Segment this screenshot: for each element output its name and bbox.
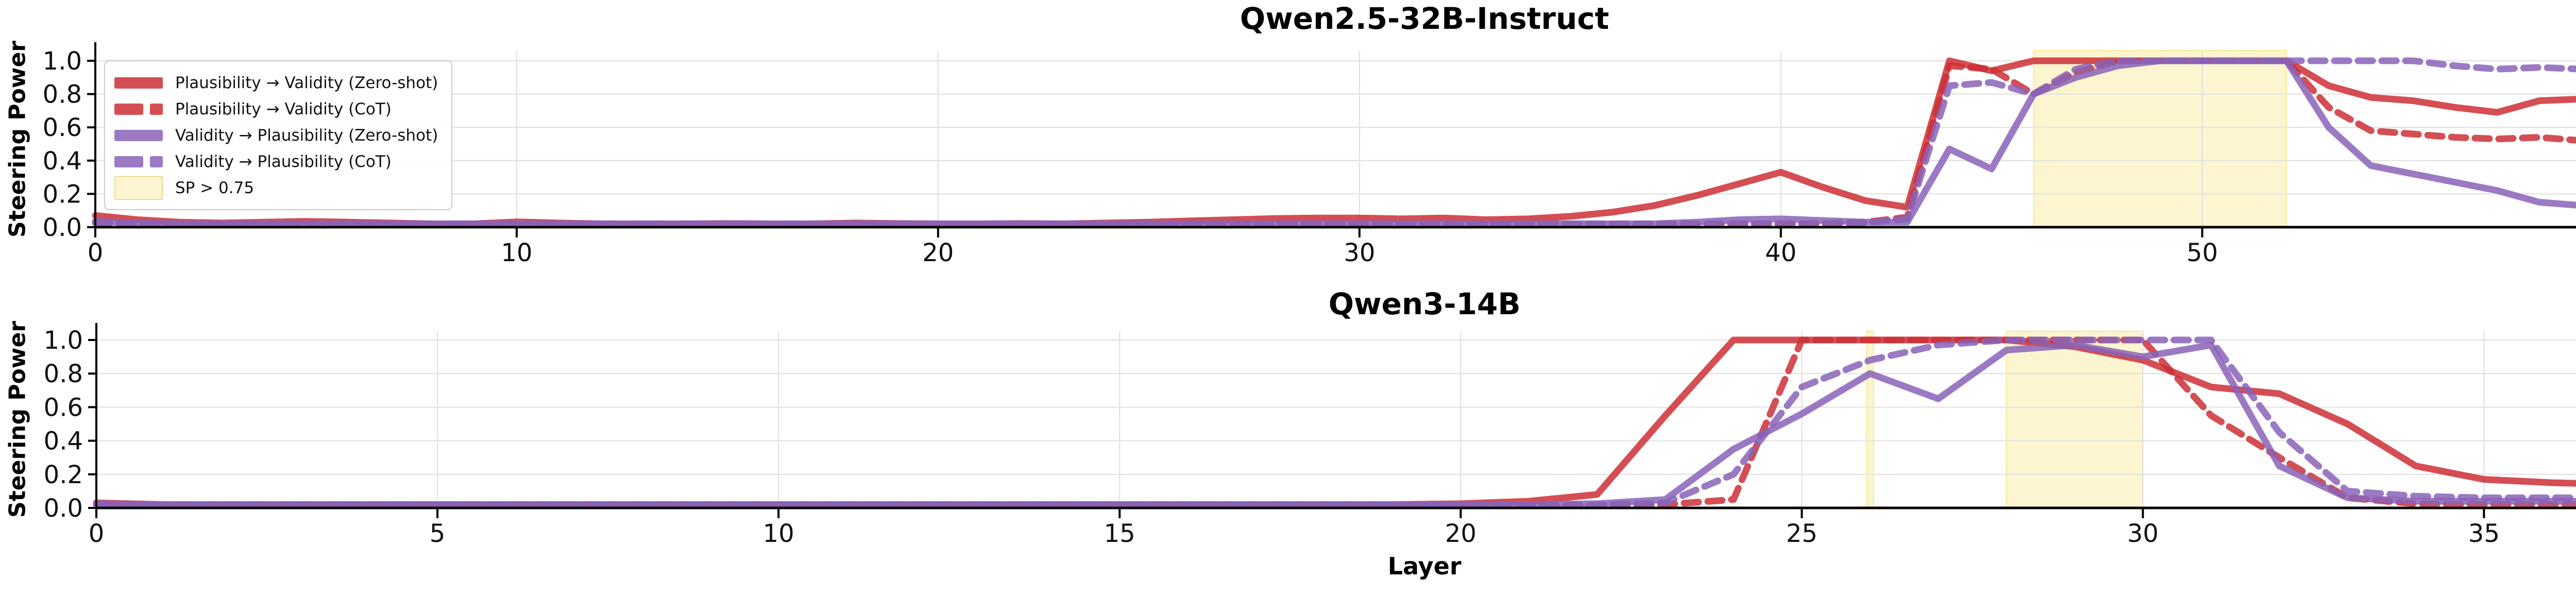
y-tick-label: 0.4 — [43, 147, 82, 176]
subplot-2-y-axis-label: Steering Power — [4, 321, 31, 518]
subplot-1: 01020304050600.00.20.40.60.81.0 — [43, 42, 2576, 267]
legend-dash-sample — [114, 103, 143, 115]
legend-item-plausibility-validity-cot: Plausibility → Validity (CoT) — [114, 96, 438, 122]
x-tick-label: 40 — [1765, 239, 1797, 267]
x-axis-label: Layer — [1387, 552, 1462, 580]
legend-item-label: Plausibility → Validity (CoT) — [175, 99, 392, 118]
highlight-span — [2006, 331, 2144, 508]
x-tick-label: 35 — [2468, 519, 2500, 548]
legend-item-plausibility-validity-zeroshot: Plausibility → Validity (Zero-shot) — [114, 70, 438, 96]
x-tick-label: 5 — [430, 519, 446, 548]
y-tick-label: 0.4 — [44, 427, 83, 456]
legend-swatch-highlight-patch — [114, 176, 163, 200]
x-tick-label: 20 — [922, 239, 954, 267]
legend-item-label: Validity → Plausibility (CoT) — [175, 152, 392, 171]
series-line-2 — [93, 336, 2576, 509]
legend-swatch-purple-solid — [114, 129, 163, 141]
series-line-3 — [93, 342, 2576, 508]
subplot-1-title: Qwen2.5-32B-Instruct — [1240, 1, 1609, 36]
x-tick-label: 25 — [1786, 519, 1818, 548]
subplot-2-title: Qwen3-14B — [1328, 286, 1521, 321]
x-tick-label: 50 — [2187, 239, 2218, 267]
series-line-1 — [93, 336, 2576, 508]
legend-dash-sample — [150, 156, 163, 167]
x-tick-label: 15 — [1104, 519, 1136, 548]
y-tick-label: 1.0 — [43, 47, 82, 76]
y-tick-label: 1.0 — [44, 326, 83, 355]
legend-line-sample — [114, 129, 163, 141]
legend-item-validity-plausibility-cot: Validity → Plausibility (CoT) — [114, 148, 438, 175]
legend-line-sample — [114, 77, 163, 89]
legend-patch-sample — [114, 176, 163, 200]
series-line-4 — [92, 57, 2576, 227]
legend-item-label: Plausibility → Validity (Zero-shot) — [175, 73, 438, 92]
legend-dash-sample — [150, 103, 163, 115]
x-tick-label: 20 — [1445, 519, 1477, 548]
y-tick-label: 0.0 — [43, 213, 82, 242]
y-tick-label: 0.6 — [44, 393, 83, 422]
x-tick-label: 30 — [2127, 519, 2159, 548]
y-tick-label: 0.2 — [44, 461, 83, 489]
subplot-1-y-axis-label: Steering Power — [4, 41, 31, 237]
legend-item-validity-plausibility-zeroshot: Validity → Plausibility (Zero-shot) — [114, 122, 438, 148]
legend-swatch-red-dashed — [114, 103, 163, 115]
y-tick-label: 0.0 — [44, 494, 83, 523]
y-tick-label: 0.6 — [43, 113, 82, 142]
y-tick-label: 0.2 — [43, 180, 82, 209]
x-tick-label: 10 — [501, 239, 532, 267]
legend-item-label: SP > 0.75 — [175, 178, 255, 197]
series-line-4 — [93, 336, 2576, 508]
legend-swatch-purple-dashed — [114, 156, 163, 167]
subplot-2: 0 5 10 15 20 25 30 35 0.0 0.2 0.4 0.6 0.8 1.0 — [44, 323, 2576, 548]
x-tick-label: 30 — [1344, 239, 1375, 267]
legend-item-sp-threshold: SP > 0.75 — [114, 175, 438, 201]
x-tick-label: 0 — [89, 519, 105, 548]
legend-dash-sample — [114, 156, 143, 167]
x-tick-label: 10 — [763, 519, 794, 548]
y-tick-label: 0.8 — [44, 360, 83, 388]
y-tick-label: 0.8 — [43, 80, 82, 109]
x-tick-label: 0 — [88, 239, 104, 267]
legend-item-label: Validity → Plausibility (Zero-shot) — [175, 126, 438, 145]
legend-swatch-red-solid — [114, 77, 163, 89]
legend: Plausibility → Validity (Zero-shot) Plau… — [104, 60, 453, 210]
